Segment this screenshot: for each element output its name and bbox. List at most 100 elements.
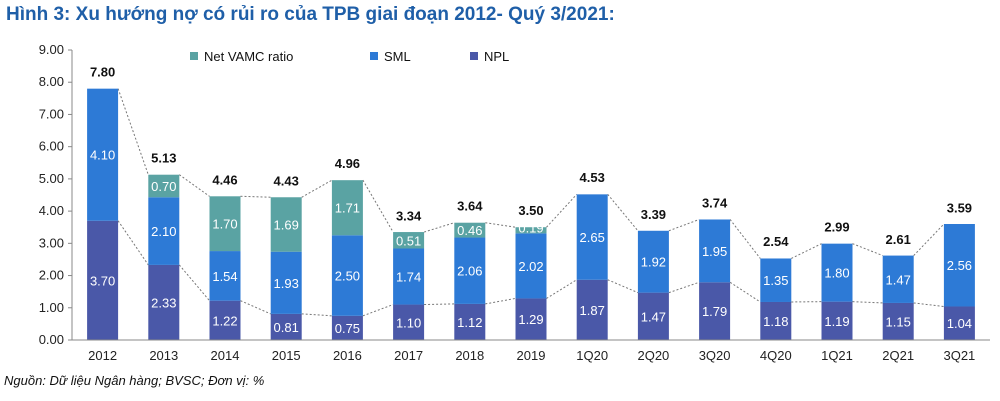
total-label: 3.64 xyxy=(457,199,483,214)
y-tick-label: 5.00 xyxy=(39,171,64,186)
npl-connector xyxy=(362,304,394,317)
bar-segment-sml xyxy=(209,251,241,301)
bar-segment-npl xyxy=(148,264,180,340)
x-tick-label: 3Q21 xyxy=(943,348,975,363)
bar-segment-npl xyxy=(699,282,731,340)
legend-swatch xyxy=(190,52,198,60)
segment-value-label: 2.65 xyxy=(580,230,605,245)
bar-segment-sml xyxy=(270,251,302,314)
npl-connector xyxy=(607,279,639,294)
total-connector xyxy=(179,174,210,197)
segment-value-label: 1.10 xyxy=(396,315,421,330)
bar-segment-sml xyxy=(760,258,792,302)
segment-value-label: 1.47 xyxy=(886,272,911,287)
bar-segment-sml xyxy=(393,248,425,305)
total-connector xyxy=(668,219,700,232)
segment-value-label: 0.51 xyxy=(396,233,421,248)
npl-connector xyxy=(424,303,455,306)
total-label: 3.50 xyxy=(518,203,543,218)
total-label: 3.34 xyxy=(396,208,422,223)
bar-segment-sml xyxy=(515,233,547,299)
bar-segment-sml xyxy=(576,194,608,280)
segment-value-label: 1.92 xyxy=(641,255,666,270)
npl-connector xyxy=(668,281,700,294)
segment-value-label: 1.71 xyxy=(335,201,360,216)
total-connector xyxy=(301,179,333,198)
npl-connector xyxy=(546,279,577,299)
segment-value-label: 1.93 xyxy=(274,276,299,291)
x-tick-label: 2017 xyxy=(394,348,423,363)
y-axis: 0.00 1.00 2.00 3.00 4.00 5.00 6.00 7.00 8.00 9.00 xyxy=(39,42,73,347)
segment-value-label: 1.35 xyxy=(763,273,788,288)
x-tick-label: 1Q20 xyxy=(576,348,608,363)
segment-value-label: 0.70 xyxy=(151,179,176,194)
total-connector xyxy=(607,194,639,232)
total-label: 4.43 xyxy=(274,173,299,188)
segment-value-label: 2.06 xyxy=(457,264,482,279)
segment-value-label: 1.69 xyxy=(274,217,299,232)
x-tick-label: 2018 xyxy=(455,348,484,363)
bar-segment-npl xyxy=(882,302,914,340)
x-tick-label: 1Q21 xyxy=(821,348,853,363)
legend-swatch xyxy=(470,52,478,60)
bar-segment-net-vamc-ratio xyxy=(270,197,302,252)
legend-label: SML xyxy=(384,49,411,64)
segment-value-label: 2.10 xyxy=(151,224,176,239)
total-connector xyxy=(485,222,516,228)
npl-connector xyxy=(913,302,944,307)
total-label: 2.54 xyxy=(763,234,789,249)
total-connector xyxy=(852,243,883,257)
y-tick-label: 4.00 xyxy=(39,203,64,218)
total-label: 4.53 xyxy=(580,170,605,185)
segment-value-label: 2.56 xyxy=(947,258,972,273)
bar-segment-net-vamc-ratio xyxy=(454,222,486,238)
total-label: 2.61 xyxy=(886,232,911,247)
total-label: 3.39 xyxy=(641,207,666,222)
x-tick-label: 2012 xyxy=(88,348,117,363)
legend: Net VAMC ratio SML NPL xyxy=(190,49,509,64)
bar-segment-sml xyxy=(699,219,731,283)
bar-segment-net-vamc-ratio xyxy=(515,227,547,234)
segment-value-label: 1.79 xyxy=(702,304,727,319)
bar-segment-sml xyxy=(331,235,363,316)
bar-segment-npl xyxy=(270,313,302,340)
y-tick-label: 0.00 xyxy=(39,332,64,347)
y-tick-label: 2.00 xyxy=(39,268,64,283)
total-connector xyxy=(729,219,761,259)
bar-segment-sml xyxy=(943,224,975,307)
total-label: 2.99 xyxy=(824,220,849,235)
segment-value-label: 1.80 xyxy=(824,266,849,281)
segment-value-label: 1.87 xyxy=(580,303,605,318)
bar-segment-npl xyxy=(637,292,669,340)
total-connector xyxy=(362,179,394,233)
segment-value-label: 1.12 xyxy=(457,315,482,330)
bar-segment-net-vamc-ratio xyxy=(209,196,241,252)
npl-connector xyxy=(729,281,761,303)
total-label: 4.46 xyxy=(212,172,237,187)
segment-value-label: 0.81 xyxy=(274,320,299,335)
segment-value-label: 1.47 xyxy=(641,309,666,324)
segment-value-label: 1.74 xyxy=(396,270,421,285)
segment-value-label: 0.19 xyxy=(518,220,543,235)
segment-value-label: 1.04 xyxy=(947,316,972,331)
bar-segment-sml xyxy=(821,243,853,302)
bars xyxy=(87,88,975,340)
npl-connector xyxy=(852,301,883,304)
total-connector xyxy=(423,222,455,233)
npl-connector xyxy=(301,313,332,317)
bar-segment-sml xyxy=(637,230,669,293)
bar-segment-npl xyxy=(393,304,425,340)
total-label: 3.74 xyxy=(702,195,728,210)
total-connector xyxy=(913,223,945,256)
segment-value-label: 2.50 xyxy=(335,269,360,284)
x-tick-label: 2Q21 xyxy=(882,348,914,363)
chart-title: Hình 3: Xu hướng nợ có rủi ro của TPB gi… xyxy=(6,4,615,25)
bar-segment-npl xyxy=(943,306,975,340)
total-label: 7.80 xyxy=(90,65,115,80)
x-tick-label: 2013 xyxy=(149,348,178,363)
segment-value-label: 1.22 xyxy=(212,313,237,328)
segment-value-label: 2.33 xyxy=(151,295,176,310)
total-connector xyxy=(791,243,822,259)
segment-value-label: 0.46 xyxy=(457,223,482,238)
